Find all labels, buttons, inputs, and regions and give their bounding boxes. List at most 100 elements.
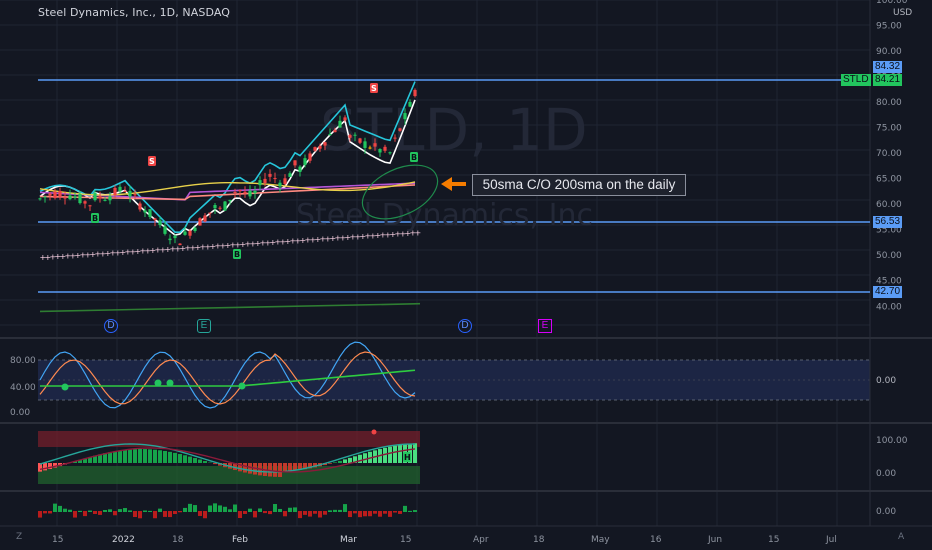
- trend-dot: +: [200, 243, 207, 252]
- event-earnings[interactable]: E: [197, 319, 211, 333]
- event-dividend[interactable]: D: [458, 319, 472, 333]
- volume-bar: [88, 510, 92, 512]
- stoch-k-line: [39, 341, 416, 409]
- chart-title[interactable]: Steel Dynamics, Inc., 1D, NASDAQ: [38, 6, 231, 19]
- volume-bar: [208, 505, 212, 512]
- trend-dot: +: [355, 232, 362, 241]
- squeeze-histogram-bar: [153, 449, 157, 463]
- candle: [403, 113, 407, 120]
- trend-dot: +: [145, 246, 152, 255]
- price-tick-label: 80.00: [876, 98, 902, 108]
- squeeze-histogram-bar: [388, 446, 392, 463]
- candle: [153, 218, 157, 221]
- squeeze-histogram-bar: [238, 463, 242, 472]
- squeeze-histogram-bar: [283, 463, 287, 471]
- trend-dot: +: [370, 231, 377, 240]
- trend-dot: +: [255, 239, 262, 248]
- squeeze-line: [39, 443, 416, 473]
- trend-dot: +: [125, 248, 132, 257]
- volume-bar: [243, 511, 247, 514]
- trend-dot: +: [300, 236, 307, 245]
- trend-dot: +: [375, 231, 382, 240]
- ema-line: [39, 81, 416, 234]
- candle: [188, 230, 192, 236]
- volume-bar: [283, 511, 287, 517]
- candle: [178, 243, 182, 246]
- squeeze-histogram-bar: [78, 459, 82, 463]
- volume-bar: [43, 511, 47, 514]
- event-dividend[interactable]: D: [104, 319, 118, 333]
- time-axis-label: 16: [650, 535, 662, 545]
- trend-dot: +: [45, 253, 52, 262]
- candle: [113, 187, 117, 196]
- volume-bar: [318, 511, 322, 518]
- squeeze-histogram-bar: [348, 457, 352, 463]
- volume-bar: [263, 511, 267, 514]
- candle: [268, 173, 272, 177]
- candle: [338, 120, 342, 128]
- price-tick-label: 90.00: [876, 47, 902, 57]
- squeeze-histogram-bar: [183, 455, 187, 463]
- candle: [348, 135, 352, 138]
- trend-dot: +: [185, 244, 192, 253]
- price-tag-84-32: 84.32: [873, 61, 903, 73]
- trend-dot: +: [320, 235, 327, 244]
- candle: [143, 210, 147, 213]
- squeeze-tick-label: 100.00: [876, 436, 908, 446]
- candle: [328, 134, 332, 136]
- volume-bar: [373, 511, 377, 514]
- time-axis-label: 2022: [112, 535, 135, 545]
- volume-bar: [138, 511, 142, 519]
- squeeze-histogram-bar: [313, 463, 317, 468]
- auto-scale-button[interactable]: A: [898, 532, 905, 542]
- volume-bar: [378, 511, 382, 517]
- signal-badge-bg: [233, 249, 241, 259]
- price-tag-42-70: 42.70: [873, 286, 903, 298]
- squeeze-histogram-bar: [273, 463, 277, 477]
- trend-dot: +: [190, 243, 197, 252]
- volume-bar: [183, 507, 187, 512]
- squeeze-histogram-bar: [328, 463, 332, 464]
- trend-dot: +: [395, 230, 402, 239]
- squeeze-histogram-bar: [123, 449, 127, 463]
- trend-dot: +: [130, 247, 137, 256]
- volume-bar: [358, 511, 362, 518]
- trend-dot: +: [275, 238, 282, 247]
- trend-dot: +: [210, 242, 217, 251]
- volume-bar: [363, 511, 367, 517]
- candle: [183, 231, 187, 235]
- event-earnings[interactable]: E: [538, 319, 552, 333]
- volume-bar: [148, 510, 152, 512]
- long-ma-line: [39, 302, 421, 313]
- candle: [393, 137, 397, 139]
- watermark-symbol: STLD, 1D: [320, 96, 588, 164]
- squeeze-histogram-bar: [118, 450, 122, 463]
- candle: [123, 190, 127, 192]
- candle: [203, 215, 207, 222]
- candle: [383, 146, 387, 151]
- squeeze-histogram-bar: [353, 456, 357, 463]
- signal-badge-bg: [370, 83, 378, 93]
- squeeze-dot: [371, 429, 377, 435]
- trend-dot: +: [315, 235, 322, 244]
- squeeze-histogram-bar: [278, 463, 282, 477]
- volume-bar: [178, 511, 182, 513]
- trend-dot: +: [245, 240, 252, 249]
- volume-bar: [293, 507, 297, 512]
- z-button[interactable]: Z: [16, 532, 23, 542]
- trend-dot: +: [330, 234, 337, 243]
- trend-dot: +: [360, 232, 367, 241]
- candle: [333, 130, 337, 133]
- trend-dot: +: [205, 242, 212, 251]
- squeeze-histogram-bar: [293, 463, 297, 471]
- volume-bar: [108, 509, 112, 512]
- currency-label[interactable]: USD: [893, 8, 913, 18]
- annotation-label[interactable]: 50sma C/O 200sma on the daily: [472, 174, 686, 196]
- trend-dot: +: [95, 250, 102, 259]
- candle: [373, 143, 377, 147]
- volume-bar: [168, 511, 172, 518]
- time-axis-label: 18: [172, 535, 184, 545]
- candle: [258, 180, 262, 186]
- squeeze-histogram-bar: [48, 463, 52, 470]
